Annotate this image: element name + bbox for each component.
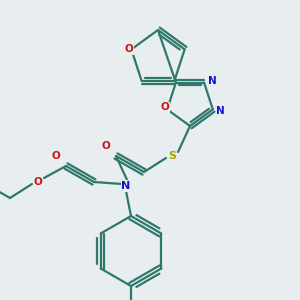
Text: O: O: [52, 151, 60, 161]
Text: N: N: [122, 181, 130, 191]
Text: O: O: [34, 177, 42, 187]
Text: N: N: [208, 76, 217, 85]
Text: O: O: [125, 44, 134, 54]
Text: S: S: [168, 151, 176, 161]
Text: O: O: [161, 102, 170, 112]
Text: N: N: [217, 106, 225, 116]
Text: O: O: [102, 141, 110, 151]
